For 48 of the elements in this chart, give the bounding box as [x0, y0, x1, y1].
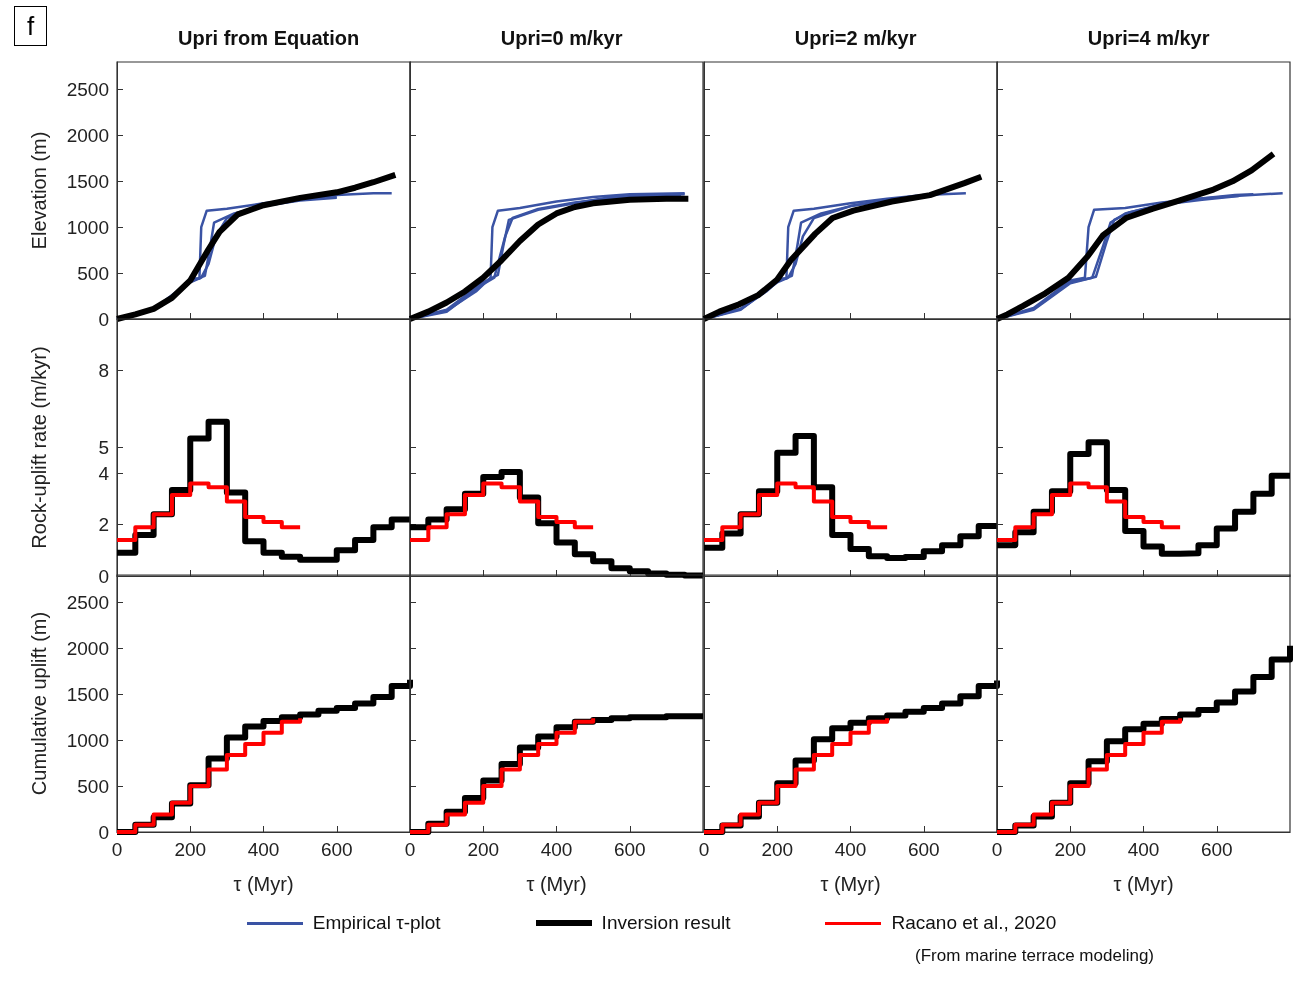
y-tick-label: 2000 [66, 124, 109, 146]
x-tick-label: 600 [320, 839, 353, 861]
y-tick-label: 1500 [66, 684, 109, 706]
y-tick-label: 1500 [66, 170, 109, 192]
y-tick-label: 2 [98, 513, 109, 535]
y-tick-label: 8 [98, 359, 109, 381]
text: (From marine terrace modeling) [915, 946, 1155, 966]
y-tick-label: 500 [77, 775, 109, 797]
y-axis-title: Rock-uplift rate (m/kyr) [28, 346, 50, 549]
y-tick-label: 1000 [66, 216, 109, 238]
chart-title: Upri=0 m/kyr [501, 27, 623, 49]
legend-label: Inversion result [601, 912, 731, 934]
x-tick-label: 400 [1127, 839, 1160, 861]
chart-title: Upri from Equation [178, 27, 360, 49]
y-tick-label: 4 [98, 462, 110, 484]
x-tick-label: 600 [614, 839, 646, 861]
y-tick-label: 0 [98, 565, 109, 587]
x-tick-label: 400 [834, 839, 866, 861]
chart-title: Upri=2 m/kyr [794, 27, 917, 49]
x-tick-label: 0 [404, 839, 416, 861]
y-tick-label: 500 [77, 262, 109, 284]
legend-label: Racano et al., 2020 [891, 912, 1057, 934]
x-tick-label: 0 [698, 839, 709, 861]
y-tick-label: 2000 [66, 638, 109, 660]
x-tick-label: 200 [760, 839, 793, 861]
y-tick-label: 1000 [66, 730, 109, 752]
y-tick-label: 5 [98, 436, 109, 458]
x-tick-label: 400 [540, 839, 573, 861]
legend-label: Empirical τ-plot [312, 912, 441, 934]
chart-title: Upri=4 m/kyr [1087, 27, 1210, 49]
x-tick-label: 200 [174, 839, 207, 861]
y-tick-label: 0 [98, 821, 109, 843]
x-tick-label: 600 [1200, 839, 1233, 861]
x-axis-title: τ (Myr) [819, 873, 881, 896]
x-axis-title: τ (Myr) [1113, 873, 1174, 896]
y-axis-title: Cumulative uplift (m) [28, 612, 50, 796]
x-tick-label: 600 [907, 839, 940, 861]
y-tick-label: 2500 [66, 592, 109, 614]
y-tick-label: 0 [98, 308, 109, 330]
x-tick-label: 400 [247, 839, 280, 861]
y-axis-title: Elevation (m) [28, 131, 50, 250]
x-tick-label: 200 [1054, 839, 1086, 861]
x-tick-label: 200 [467, 839, 500, 861]
x-axis-title: τ (Myr) [526, 873, 587, 896]
y-tick-label: 2500 [66, 79, 109, 101]
x-tick-label: 0 [991, 839, 1003, 861]
text: f [14, 6, 48, 46]
x-axis-title: τ (Myr) [233, 873, 294, 896]
